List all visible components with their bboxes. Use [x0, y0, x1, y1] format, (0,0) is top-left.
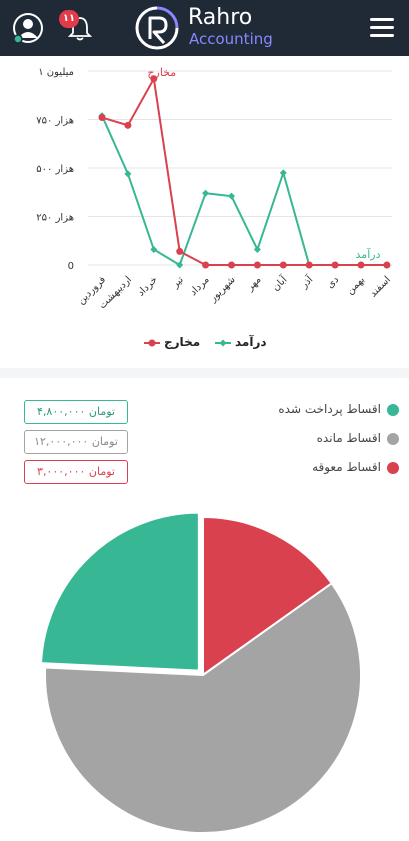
- notification-badge[interactable]: ۱۱: [59, 10, 79, 28]
- income-point: [228, 192, 235, 200]
- pie-legend-remaining[interactable]: اقساط مانده: [317, 430, 399, 446]
- chart-legend: مخارج درآمد: [0, 335, 409, 355]
- expense-point: [305, 261, 313, 269]
- expense-series-line: [101, 75, 387, 266]
- y-tick-label: هزار ۵۰۰: [36, 164, 74, 175]
- top-app-bar: ۱۱ Rahro Accounting: [0, 0, 409, 56]
- overdue-installments-slice: [202, 515, 334, 677]
- x-tick-label: دی: [325, 274, 341, 290]
- pie-legend-overdue[interactable]: اقساط معوقه: [312, 459, 399, 475]
- paid-dot-icon: [387, 403, 399, 416]
- expense-point: [357, 261, 365, 269]
- income-point: [150, 245, 158, 253]
- income-legend-marker-icon: [215, 339, 231, 347]
- expense-point: [253, 261, 261, 269]
- y-tick-label: هزار ۲۵۰: [36, 213, 74, 224]
- expense-legend-marker-icon: [144, 339, 160, 347]
- income-point: [253, 245, 261, 253]
- legend-expense[interactable]: مخارج: [164, 335, 201, 349]
- remaining-installments-slice: [44, 581, 362, 834]
- expense-point: [228, 261, 235, 269]
- x-tick-label: آبان: [269, 272, 290, 293]
- legend-income[interactable]: درآمد: [235, 335, 267, 349]
- income-point: [124, 170, 132, 178]
- x-tick-label: مهر: [244, 274, 263, 293]
- x-tick-label: مرداد: [188, 274, 212, 298]
- expense-point: [124, 121, 132, 129]
- brand-name: Rahro: [188, 5, 253, 30]
- remaining-installments-amount: ۱۲,۰۰۰,۰۰۰ تومان: [24, 430, 128, 454]
- income-point: [176, 261, 184, 269]
- brand-subtitle: Accounting: [189, 30, 273, 48]
- paid-installments-slice: [39, 511, 200, 672]
- remaining-dot-icon: [387, 432, 399, 445]
- y-tick-label: 0: [68, 261, 74, 272]
- expense-point: [383, 261, 391, 269]
- hamburger-menu-icon[interactable]: [370, 18, 394, 38]
- user-avatar-icon[interactable]: [12, 12, 44, 44]
- x-tick-label: آذر: [297, 272, 316, 291]
- rahro-logo: [135, 6, 179, 50]
- expense-point: [279, 261, 287, 269]
- x-tick-label: تیر: [169, 274, 186, 291]
- income-series-line: [101, 115, 387, 267]
- x-tick-label: بهمن: [345, 274, 367, 296]
- y-tick-label: هزار ۷۵۰: [36, 116, 74, 127]
- expense-point: [331, 261, 339, 269]
- expense-point: [98, 114, 106, 122]
- paid-installments-amount: ۴,۸۰۰,۰۰۰ تومان: [24, 400, 128, 424]
- pie-legend-paid[interactable]: اقساط پرداخت شده: [278, 401, 399, 417]
- income-point: [202, 189, 210, 197]
- x-tick-label: اسفند: [368, 274, 393, 299]
- expense-series-label: مخارج: [147, 66, 176, 79]
- income-expense-card: [0, 56, 409, 368]
- expense-point: [202, 261, 210, 269]
- expense-point: [150, 75, 158, 83]
- income-series-label: درآمد: [356, 247, 381, 261]
- installments-pie-chart: [39, 511, 362, 834]
- overdue-dot-icon: [387, 461, 399, 474]
- x-tick-label: خرداد: [136, 274, 160, 298]
- income-point: [279, 169, 287, 177]
- y-tick-label: میلیون ۱: [38, 67, 74, 78]
- x-tick-label: شهریور: [207, 274, 238, 305]
- expense-point: [176, 247, 184, 255]
- overdue-installments-amount: ۳,۰۰۰,۰۰۰ تومان: [24, 460, 128, 484]
